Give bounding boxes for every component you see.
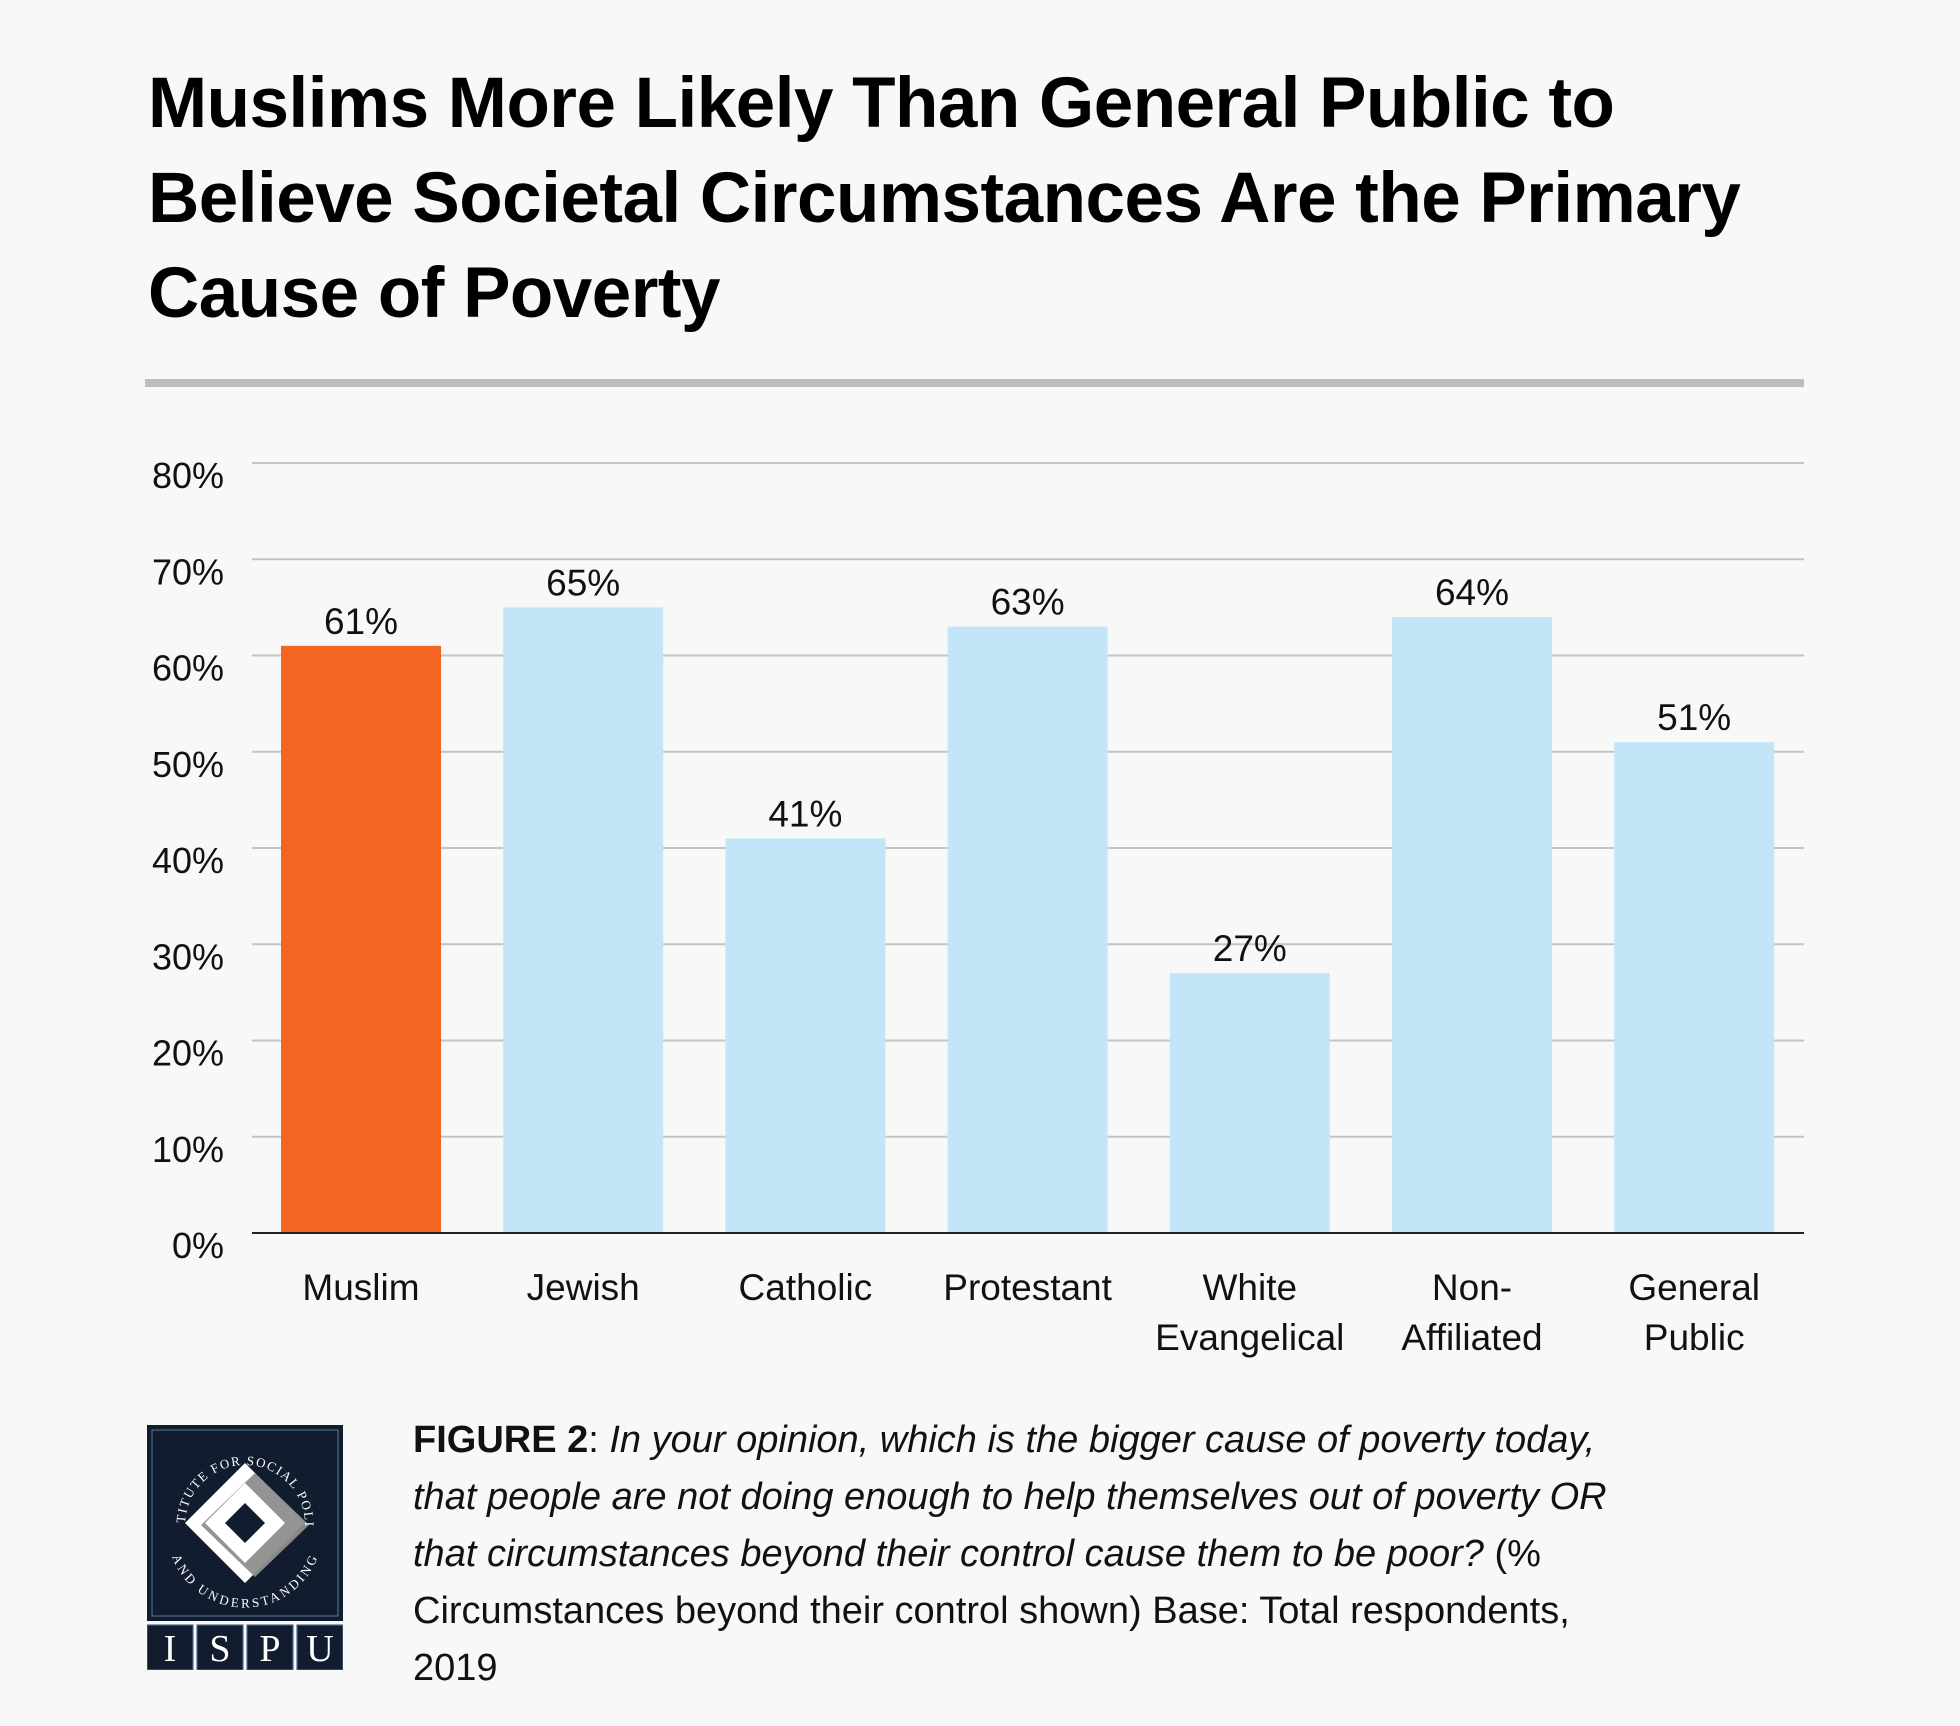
caption-text: : <box>588 1419 610 1461</box>
category-label: Public <box>1644 1317 1745 1358</box>
title-separator <box>145 379 1804 387</box>
value-label: 64% <box>1435 572 1509 613</box>
category-label: Non- <box>1432 1267 1512 1308</box>
caption-line: that circumstances beyond their control … <box>413 1526 1813 1583</box>
caption-text: (% <box>1483 1533 1541 1575</box>
title-line: Muslims More Likely Than General Public … <box>148 64 1615 143</box>
bar-white-evangelical <box>1169 973 1330 1233</box>
caption-line: Circumstances beyond their control shown… <box>413 1583 1813 1640</box>
value-labels: 61% 65% 41% 63% 27% 64% 51% <box>324 562 1731 969</box>
logo-letter: I <box>164 1628 177 1670</box>
value-label: 27% <box>1213 928 1287 969</box>
figure-caption: FIGURE 2: In your opinion, which is the … <box>413 1412 1813 1697</box>
caption-text: 2019 <box>413 1647 498 1689</box>
bar-non-affiliated <box>1392 617 1552 1233</box>
logo-letter-box <box>296 1624 343 1670</box>
bar-chart: 0% 10% 20% 30% 40% 50% 60% 70% 80% 61% 65% 41% 63% 2… <box>152 455 1804 1358</box>
category-label: Jewish <box>527 1267 640 1308</box>
value-label: 51% <box>1657 697 1731 738</box>
y-tick-label: 30% <box>152 936 224 977</box>
y-tick-label: 10% <box>152 1129 224 1170</box>
value-label: 41% <box>768 793 842 834</box>
logo-emblem: INSTITUTE FOR SOCIAL POLICY AND UNDERSTA… <box>147 1425 343 1621</box>
category-label: Affiliated <box>1401 1317 1542 1358</box>
logo-inner-border <box>151 1429 339 1617</box>
bar-muslim <box>281 645 441 1233</box>
figure-label: FIGURE 2 <box>413 1419 589 1461</box>
chart-title: Muslims More Likely Than General Public … <box>148 56 1848 341</box>
category-label: White <box>1203 1267 1298 1308</box>
caption-line: that people are not doing enough to help… <box>413 1469 1813 1526</box>
y-tick-label: 20% <box>152 1033 224 1074</box>
bar-protestant <box>947 626 1108 1233</box>
logo-letter: S <box>209 1628 230 1670</box>
bar-general-public <box>1614 742 1775 1233</box>
caption-text: Circumstances beyond their control shown… <box>413 1590 1570 1632</box>
category-label: Protestant <box>943 1267 1112 1308</box>
logo-letter: P <box>259 1628 280 1670</box>
y-tick-label: 0% <box>172 1225 224 1266</box>
title-line: Believe Societal Circumstances Are the P… <box>148 159 1741 238</box>
category-label: General <box>1628 1267 1760 1308</box>
caption-text: that circumstances beyond their control … <box>413 1533 1484 1575</box>
category-labels: Muslim Jewish Catholic Protestant White Evang… <box>302 1267 1760 1358</box>
value-label: 63% <box>991 582 1065 623</box>
logo-letter-box <box>246 1624 294 1670</box>
y-tick-label: 70% <box>152 551 224 592</box>
logo-letter-box <box>147 1624 194 1670</box>
category-label: Evangelical <box>1155 1317 1344 1358</box>
value-label: 61% <box>324 601 398 642</box>
category-label: Muslim <box>302 1267 419 1308</box>
caption-text: that people are not doing enough to help… <box>413 1476 1607 1518</box>
logo-letter-box <box>196 1624 244 1670</box>
title-line: Cause of Poverty <box>148 254 721 333</box>
bar-jewish <box>503 607 664 1233</box>
category-label: Catholic <box>739 1267 873 1308</box>
logo-letter: U <box>306 1628 333 1670</box>
caption-line: FIGURE 2: In your opinion, which is the … <box>413 1412 1813 1469</box>
bars <box>281 607 1775 1233</box>
ispu-logo: INSTITUTE FOR SOCIAL POLICY AND UNDERSTA… <box>147 1425 343 1670</box>
y-tick-label: 80% <box>152 455 224 496</box>
y-tick-label: 50% <box>152 744 224 785</box>
value-label: 65% <box>546 562 620 603</box>
y-tick-label: 40% <box>152 840 224 881</box>
caption-text: In your opinion, which is the bigger cau… <box>609 1419 1596 1461</box>
bar-catholic <box>725 838 886 1233</box>
y-tick-label: 60% <box>152 648 224 689</box>
caption-line: 2019 <box>413 1640 1813 1697</box>
diamond-icon <box>185 1463 309 1583</box>
y-axis-tick-labels: 0% 10% 20% 30% 40% 50% 60% 70% 80% <box>152 455 224 1266</box>
